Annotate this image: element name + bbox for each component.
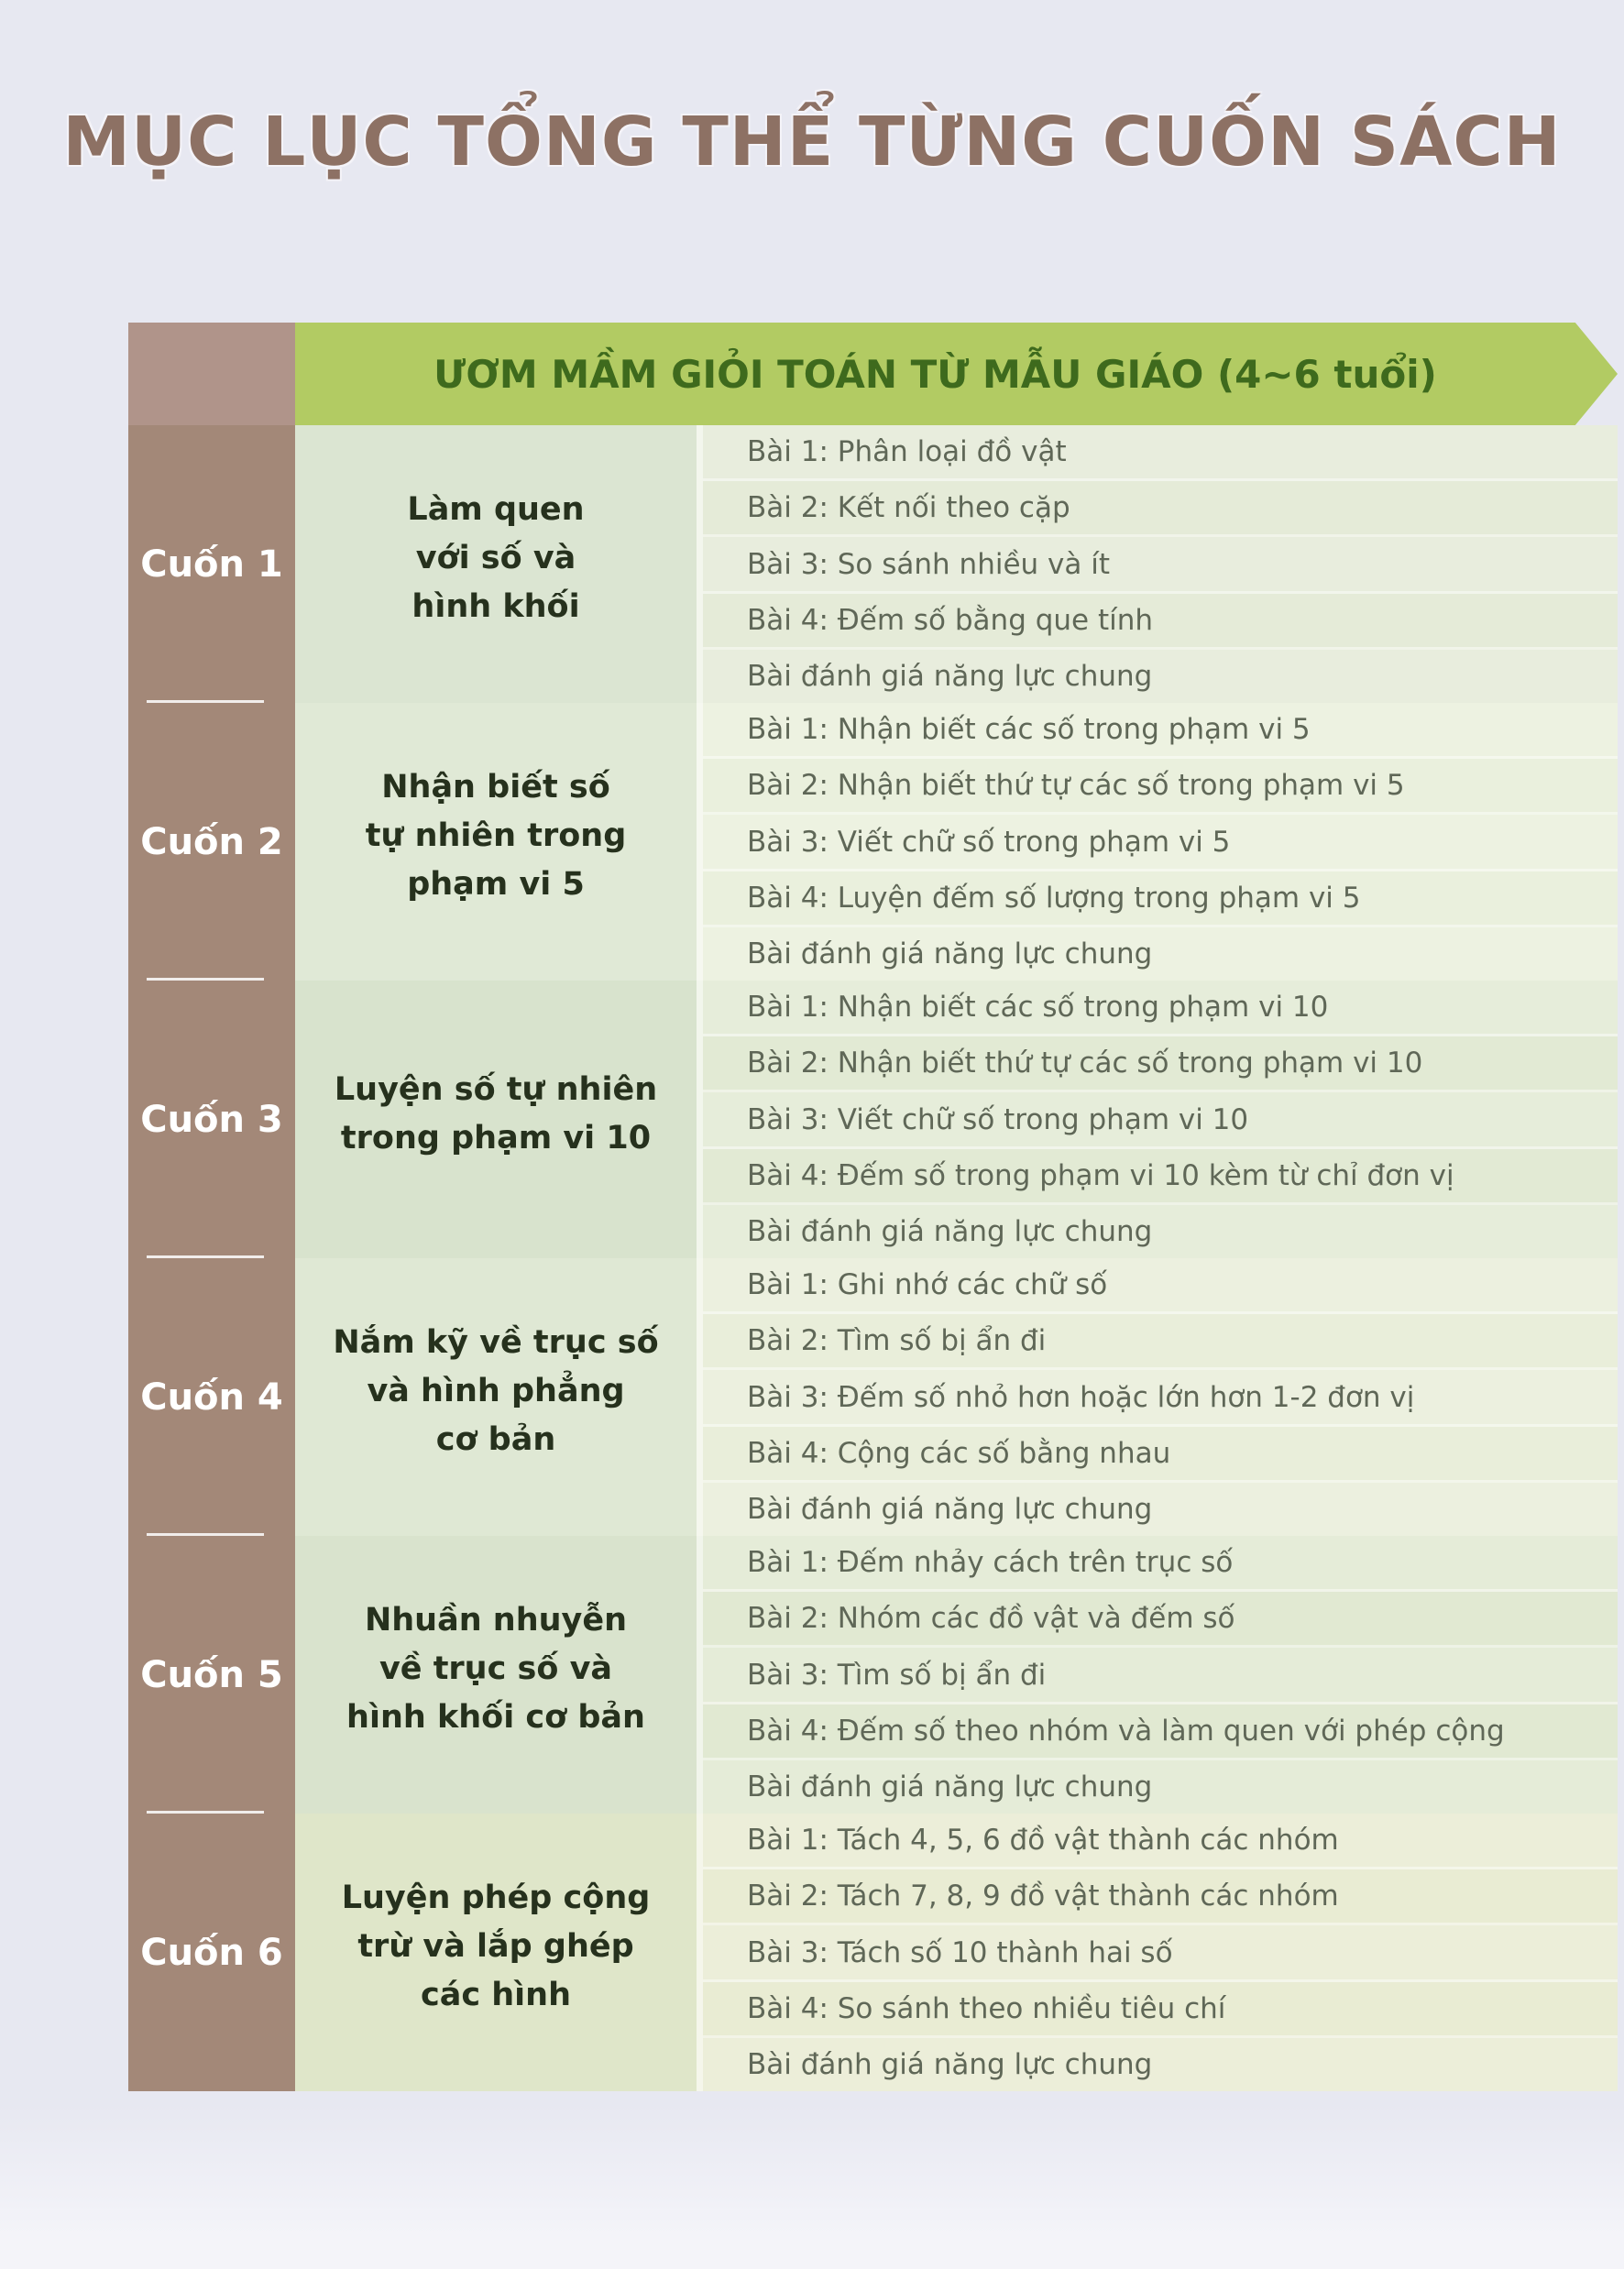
lesson-row: Bài đánh giá năng lực chung <box>703 1759 1618 1814</box>
lesson-row: Bài 3: Viết chữ số trong phạm vi 10 <box>703 1092 1618 1149</box>
lesson-row: Bài 2: Tách 7, 8, 9 đồ vật thành các nhó… <box>703 1869 1618 1926</box>
lesson-row: Bài 4: Đếm số trong phạm vi 10 kèm từ ch… <box>703 1149 1618 1205</box>
volume-cell: Cuốn 2 <box>128 703 295 981</box>
toc-section-cuon-4: Cuốn 4 Nắm kỹ về trục số và hình phẳng c… <box>128 1258 1618 1537</box>
lesson-row: Bài đánh giá năng lực chung <box>703 649 1618 704</box>
book-title-line: Nhận biết số <box>381 769 610 806</box>
lesson-list: Bài 1: Đếm nhảy cách trên trục số Bài 2:… <box>697 1536 1618 1814</box>
toc-section-cuon-6: Cuốn 6 Luyện phép cộng trừ và lắp ghép c… <box>128 1814 1618 2092</box>
book-title-line: tự nhiên trong <box>365 817 627 854</box>
book-title: Luyện phép cộng trừ và lắp ghép các hình <box>295 1814 697 2091</box>
lesson-row: Bài 2: Nhận biết thứ tự các số trong phạ… <box>703 759 1618 816</box>
toc-section-cuon-5: Cuốn 5 Nhuần nhuyễn về trục số và hình k… <box>128 1536 1618 1814</box>
lesson-list: Bài 1: Phân loại đồ vật Bài 2: Kết nối t… <box>697 425 1618 704</box>
banner-row: ƯƠM MẦM GIỎI TOÁN TỪ MẪU GIÁO (4~6 tuổi) <box>128 323 1618 425</box>
volume-label: Cuốn 2 <box>140 820 283 863</box>
book-title-line: Luyện số tự nhiên <box>334 1070 658 1108</box>
lesson-row: Bài 3: Đếm số nhỏ hơn hoặc lớn hơn 1-2 đ… <box>703 1370 1618 1427</box>
lesson-row: Bài 3: So sánh nhiều và ít <box>703 537 1618 594</box>
toc-section-cuon-2: Cuốn 2 Nhận biết số tự nhiên trong phạm … <box>128 703 1618 981</box>
book-title-line: Luyện phép cộng <box>341 1880 651 1916</box>
volume-label: Cuốn 1 <box>140 543 283 586</box>
lesson-row: Bài đánh giá năng lực chung <box>703 1204 1618 1259</box>
book-title-line: các hình <box>420 1977 572 2013</box>
book-title-line: trừ và lắp ghép <box>357 1928 634 1965</box>
book-title-line: và hình phẳng <box>367 1373 625 1409</box>
lesson-row: Bài 4: So sánh theo nhiều tiêu chí <box>703 1982 1618 2038</box>
lesson-row: Bài 1: Đếm nhảy cách trên trục số <box>703 1536 1618 1593</box>
book-title-line: hình khối cơ bản <box>346 1699 645 1736</box>
book-title: Nhận biết số tự nhiên trong phạm vi 5 <box>295 703 697 981</box>
volume-cell: Cuốn 4 <box>128 1258 295 1536</box>
volume-label: Cuốn 4 <box>140 1376 283 1419</box>
volume-cell: Cuốn 6 <box>128 1814 295 2091</box>
page-title: MỤC LỤC TỔNG THỂ TỪNG CUỐN SÁCH <box>62 103 1562 181</box>
toc-section-cuon-1: Cuốn 1 Làm quen với số và hình khối Bài … <box>128 425 1618 704</box>
lesson-row: Bài đánh giá năng lực chung <box>703 926 1618 981</box>
lesson-row: Bài đánh giá năng lực chung <box>703 1482 1618 1537</box>
lesson-row: Bài 3: Tìm số bị ẩn đi <box>703 1648 1618 1704</box>
lesson-row: Bài 1: Phân loại đồ vật <box>703 425 1618 482</box>
book-title-line: phạm vi 5 <box>407 866 585 903</box>
lesson-row: Bài 3: Viết chữ số trong phạm vi 5 <box>703 815 1618 871</box>
toc-table: ƯƠM MẦM GIỎI TOÁN TỪ MẪU GIÁO (4~6 tuổi)… <box>128 323 1618 2092</box>
book-title-line: trong phạm vi 10 <box>340 1119 652 1156</box>
lesson-row: Bài 3: Tách số 10 thành hai số <box>703 1925 1618 1982</box>
book-title-line: Làm quen <box>407 491 585 528</box>
lesson-row: Bài 2: Kết nối theo cặp <box>703 481 1618 538</box>
volume-cell: Cuốn 5 <box>128 1536 295 1814</box>
series-banner-label: ƯƠM MẦM GIỎI TOÁN TỪ MẪU GIÁO (4~6 tuổi) <box>433 351 1437 397</box>
lesson-row: Bài 1: Nhận biết các số trong phạm vi 5 <box>703 703 1618 760</box>
lesson-row: Bài 4: Đếm số theo nhóm và làm quen với … <box>703 1704 1618 1760</box>
book-title-line: về trục số và <box>379 1650 613 1687</box>
lesson-row: Bài 4: Cộng các số bằng nhau <box>703 1427 1618 1483</box>
book-title-line: Nắm kỹ về trục số <box>333 1324 659 1361</box>
volume-label: Cuốn 3 <box>140 1098 283 1141</box>
lesson-row: Bài đánh giá năng lực chung <box>703 2037 1618 2092</box>
book-title-line: cơ bản <box>435 1421 556 1458</box>
book-title: Nhuần nhuyễn về trục số và hình khối cơ … <box>295 1536 697 1814</box>
lesson-row: Bài 4: Đếm số bằng que tính <box>703 594 1618 650</box>
volume-cell: Cuốn 3 <box>128 981 295 1258</box>
lesson-row: Bài 2: Nhận biết thứ tự các số trong phạ… <box>703 1036 1618 1093</box>
volume-column-top <box>128 323 295 425</box>
book-title-line: Nhuần nhuyễn <box>364 1602 628 1639</box>
lesson-row: Bài 4: Luyện đếm số lượng trong phạm vi … <box>703 871 1618 927</box>
series-banner: ƯƠM MẦM GIỎI TOÁN TỪ MẪU GIÁO (4~6 tuổi) <box>295 323 1618 425</box>
book-title: Luyện số tự nhiên trong phạm vi 10 <box>295 981 697 1258</box>
volume-label: Cuốn 5 <box>140 1653 283 1696</box>
book-title-line: hình khối <box>411 588 580 625</box>
lesson-list: Bài 1: Ghi nhớ các chữ số Bài 2: Tìm số … <box>697 1258 1618 1537</box>
lesson-list: Bài 1: Tách 4, 5, 6 đồ vật thành các nhó… <box>697 1814 1618 2092</box>
volume-label: Cuốn 6 <box>140 1931 283 1974</box>
book-title-line: với số và <box>415 540 576 576</box>
book-title: Làm quen với số và hình khối <box>295 425 697 703</box>
lesson-row: Bài 2: Nhóm các đồ vật và đếm số <box>703 1592 1618 1649</box>
lesson-row: Bài 1: Nhận biết các số trong phạm vi 10 <box>703 981 1618 1037</box>
lesson-list: Bài 1: Nhận biết các số trong phạm vi 5 … <box>697 703 1618 981</box>
lesson-list: Bài 1: Nhận biết các số trong phạm vi 10… <box>697 981 1618 1259</box>
book-title: Nắm kỹ về trục số và hình phẳng cơ bản <box>295 1258 697 1536</box>
lesson-row: Bài 1: Ghi nhớ các chữ số <box>703 1258 1618 1315</box>
volume-cell: Cuốn 1 <box>128 425 295 703</box>
toc-section-cuon-3: Cuốn 3 Luyện số tự nhiên trong phạm vi 1… <box>128 981 1618 1259</box>
lesson-row: Bài 1: Tách 4, 5, 6 đồ vật thành các nhó… <box>703 1814 1618 1870</box>
lesson-row: Bài 2: Tìm số bị ẩn đi <box>703 1314 1618 1371</box>
